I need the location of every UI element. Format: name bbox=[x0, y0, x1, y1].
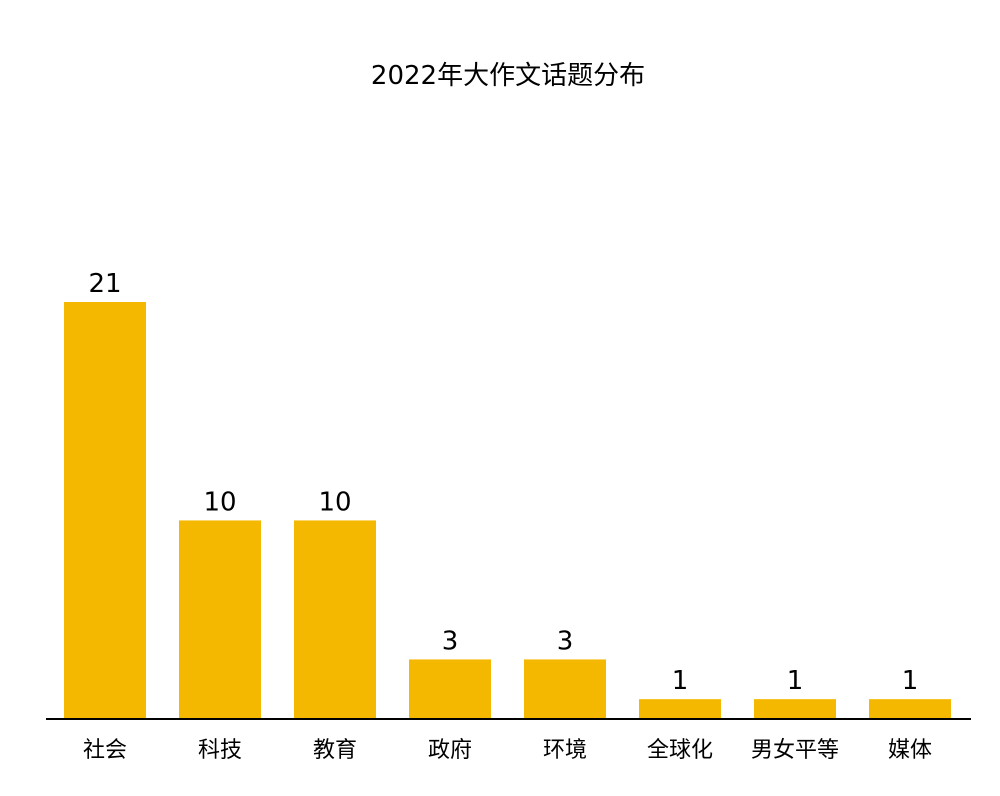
chart-title: 2022年大作文话题分布 bbox=[371, 61, 645, 91]
category-label-7: 媒体 bbox=[888, 738, 932, 763]
data-label-1: 10 bbox=[203, 487, 236, 517]
category-labels-group: 社会 科技 教育 政府 环境 全球化 男女平等 媒体 bbox=[83, 738, 932, 763]
bar-6 bbox=[754, 699, 836, 719]
data-label-3: 3 bbox=[442, 626, 459, 656]
data-label-7: 1 bbox=[902, 666, 919, 696]
category-label-1: 科技 bbox=[198, 738, 242, 763]
bar-2 bbox=[294, 520, 376, 719]
data-label-4: 3 bbox=[557, 626, 574, 656]
bar-5 bbox=[639, 699, 721, 719]
bar-1 bbox=[179, 520, 261, 719]
bar-7 bbox=[869, 699, 951, 719]
category-label-0: 社会 bbox=[83, 738, 127, 763]
data-label-5: 1 bbox=[672, 666, 689, 696]
bars-group bbox=[64, 302, 951, 719]
data-label-0: 21 bbox=[88, 269, 121, 299]
bar-3 bbox=[409, 659, 491, 719]
category-label-3: 政府 bbox=[428, 738, 472, 763]
category-label-6: 男女平等 bbox=[751, 738, 839, 763]
value-labels-group: 21 10 10 3 3 1 1 1 bbox=[88, 269, 918, 696]
data-label-2: 10 bbox=[318, 487, 351, 517]
bar-0 bbox=[64, 302, 146, 719]
category-label-5: 全球化 bbox=[647, 738, 713, 763]
category-label-2: 教育 bbox=[313, 738, 357, 763]
data-label-6: 1 bbox=[787, 666, 804, 696]
category-label-4: 环境 bbox=[543, 738, 587, 763]
bar-4 bbox=[524, 659, 606, 719]
